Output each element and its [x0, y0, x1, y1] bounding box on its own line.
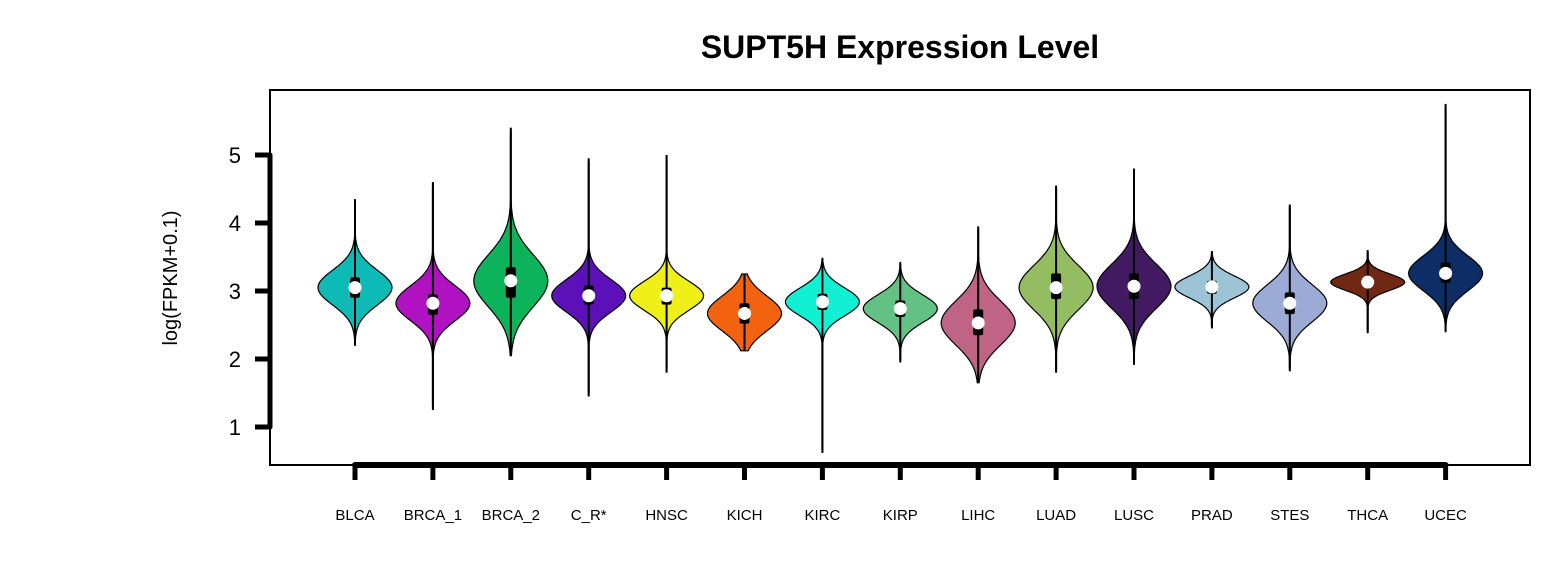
violins — [317, 103, 1484, 453]
median-point — [1361, 275, 1375, 289]
y-tick-label: 1 — [229, 415, 241, 440]
median-point — [1127, 279, 1141, 293]
x-tick-label: KIRC — [804, 507, 840, 524]
x-tick-label: PRAD — [1191, 507, 1233, 524]
x-tick-label: KIRP — [883, 507, 918, 524]
chart-title: SUPT5H Expression Level — [701, 29, 1099, 65]
x-tick-label: UCEC — [1424, 507, 1467, 524]
y-axis: 1 2 3 4 5 — [229, 143, 273, 440]
y-tick-label: 5 — [229, 143, 241, 168]
y-tick-label: 4 — [229, 211, 241, 236]
median-point — [738, 306, 751, 320]
median-point — [582, 289, 596, 303]
median-point — [971, 316, 985, 330]
y-axis-label: log(FPKM+0.1) — [160, 210, 182, 345]
median-point — [660, 289, 674, 303]
x-axis: BLCA BRCA_1 BRCA_2 C_R* HNSC KICH KIRC KIRP LIHC… — [335, 462, 1467, 524]
median-point — [1049, 281, 1063, 295]
median-point — [893, 302, 907, 316]
x-tick-label: BLCA — [335, 507, 374, 524]
y-tick-label: 3 — [229, 279, 241, 304]
x-tick-label: LUSC — [1114, 507, 1154, 524]
x-tick-label: THCA — [1347, 507, 1388, 524]
median-point — [1439, 266, 1453, 280]
x-tick-label: C_R* — [571, 507, 607, 524]
median-point — [504, 274, 518, 288]
y-tick-label: 2 — [229, 347, 241, 372]
median-point — [348, 281, 362, 295]
x-tick-label: HNSC — [645, 507, 688, 524]
x-tick-label: BRCA_2 — [482, 507, 540, 524]
median-point — [815, 295, 829, 309]
median-point — [1205, 280, 1219, 294]
x-tick-label: LIHC — [961, 507, 995, 524]
x-tick-label: LUAD — [1036, 507, 1076, 524]
median-point — [1283, 296, 1297, 310]
median-point — [426, 296, 440, 310]
x-tick-label: BRCA_1 — [404, 507, 462, 524]
x-tick-label: KICH — [727, 507, 763, 524]
x-tick-label: STES — [1270, 507, 1309, 524]
